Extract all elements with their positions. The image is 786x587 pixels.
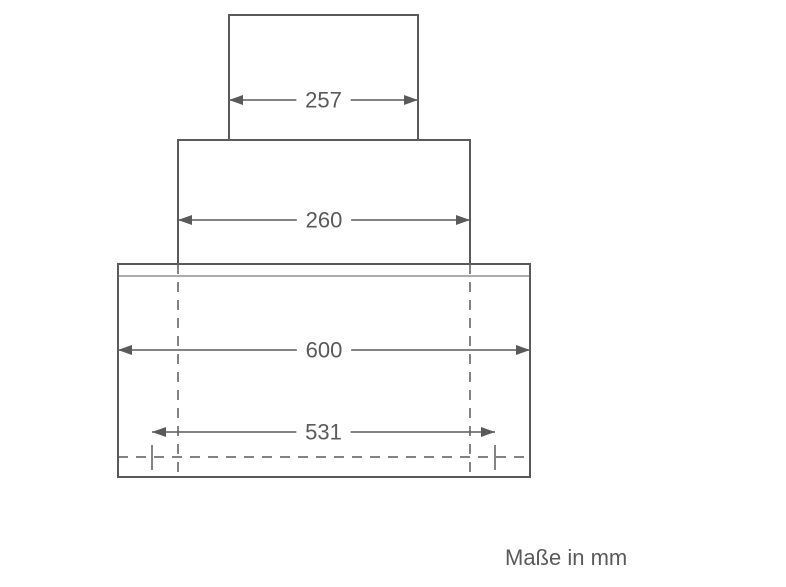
- units-caption: Maße in mm: [505, 545, 627, 571]
- mid-box: [178, 140, 470, 264]
- drawing-svg: 257 260 600 531: [0, 0, 786, 587]
- dim-531-label: 531: [305, 420, 342, 445]
- dim-600-label: 600: [306, 338, 343, 363]
- dim-260-label: 260: [306, 208, 343, 233]
- technical-drawing: 257 260 600 531 Maße in mm: [0, 0, 786, 587]
- dim-257-label: 257: [305, 88, 342, 113]
- top-box: [229, 15, 418, 140]
